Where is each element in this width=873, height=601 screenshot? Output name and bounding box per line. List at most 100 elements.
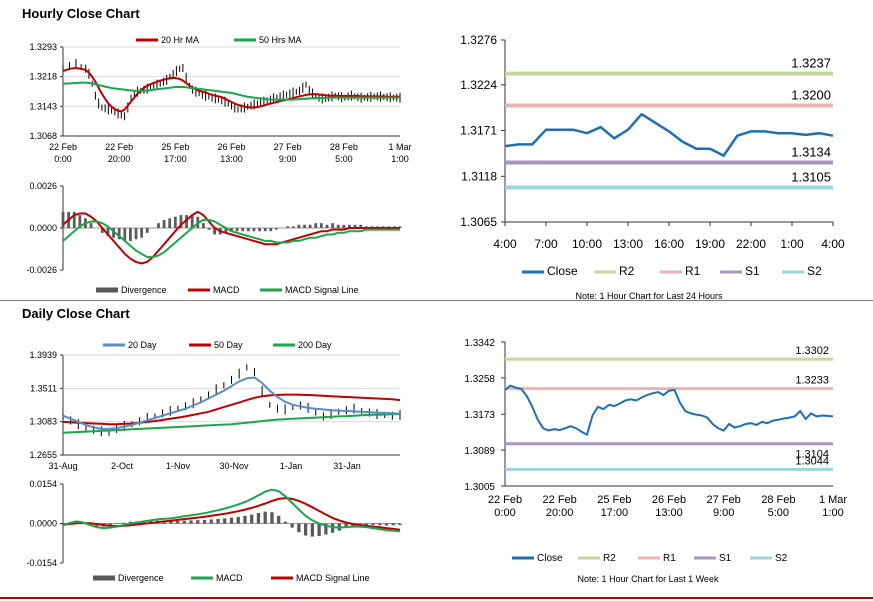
hourly-macd-legend-label: Divergence (121, 285, 167, 295)
hourly-levels-legend-label: S1 (745, 264, 760, 278)
daily-macd-divergence-bar (216, 518, 220, 524)
hourly-price-xtick-label: 20:00 (108, 154, 131, 164)
hourly-price-ytick-label: 1.3143 (29, 101, 57, 111)
hourly-price-ytick-label: 1.3218 (29, 72, 57, 82)
daily-levels-xtick-label: 25 Feb (597, 494, 631, 506)
daily-price-ytick-label: 1.2655 (29, 450, 57, 460)
hourly-macd-ytick-label: -0.0026 (26, 265, 57, 275)
hourly-close-line (504, 112, 834, 158)
daily-macd-divergence-bar (229, 517, 234, 524)
hourly-price-xtick-label: 0:00 (54, 154, 72, 164)
hourly-levels-xtick-label: 4:00 (821, 237, 845, 251)
daily-price-xtick-label: 31-Jan (333, 461, 361, 471)
daily-macd-divergence-bar (310, 523, 315, 537)
daily-levels-xtick-label: 5:00 (768, 507, 789, 519)
hourly-levels-ytick-label: 1.3118 (461, 169, 497, 183)
hourly-macd-divergence-bar (168, 218, 172, 228)
daily-macd-divergence-bar (236, 516, 240, 524)
daily-close-line (504, 384, 834, 437)
hourly-levels-xtick-label: 1:00 (780, 237, 804, 251)
hourly-macd-divergence-bar (241, 228, 245, 232)
hourly-levels-legend-label: R1 (685, 264, 701, 278)
daily-level-s2-label: 1.3044 (795, 455, 829, 467)
daily-levels-xtick-label: 22 Feb (488, 494, 522, 506)
daily-macd-divergence-bar (371, 523, 375, 526)
daily-macd-divergence-bar (270, 512, 274, 524)
daily-levels-legend-label: R2 (603, 553, 616, 564)
hourly-price-xtick-label: 28 Feb (330, 142, 358, 152)
daily-levels-xtick-label: 9:00 (713, 507, 734, 519)
hourly-macd-line (62, 210, 400, 265)
daily-level-r1-label: 1.3233 (795, 375, 829, 387)
daily-level-r2-label: 1.3302 (795, 345, 829, 357)
daily-levels-xtick-label: 22 Feb (543, 494, 577, 506)
hourly-macd-divergence-bar (353, 224, 357, 228)
daily-macd-divergence-bar (95, 523, 99, 527)
daily-section-title: Daily Close Chart (22, 306, 130, 321)
daily-price-ytick-label: 1.3939 (29, 350, 57, 360)
hourly-macd-divergence-bar (269, 228, 273, 232)
hourly-price-legend-label: 20 Hr MA (161, 35, 199, 45)
daily-price-legend-label: 50 Day (214, 340, 243, 350)
daily-levels-legend-label: S2 (775, 553, 788, 564)
hourly-macd-signal-line (62, 218, 400, 259)
daily-macd-divergence-bar (324, 523, 328, 535)
hourly-levels-legend-label: R2 (619, 264, 635, 278)
hourly-levels-ytick-label: 1.3171 (460, 124, 497, 138)
hourly-macd-divergence-bar (185, 215, 188, 228)
hourly-price-xtick-label: 22 Feb (49, 142, 77, 152)
hourly-macd-divergence-bar (246, 228, 250, 232)
hourly-macd-divergence-bar (173, 216, 177, 228)
hourly-50hr-ma-line (62, 81, 400, 101)
hourly-macd-divergence-bar (291, 226, 295, 228)
daily-price-xtick-label: 1-Jan (280, 461, 303, 471)
hourly-price-ytick-label: 1.3293 (29, 42, 57, 52)
hourly-macd-divergence-bar (106, 228, 110, 237)
daily-levels-legend-label: R1 (663, 553, 676, 564)
hourly-macd-divergence-bar (112, 228, 115, 238)
daily-macd-line (62, 488, 401, 533)
hourly-price-xtick-label: 22 Feb (105, 142, 133, 152)
daily-levels-ytick-label: 1.3089 (464, 446, 495, 457)
daily-level-s1-label: 1.3104 (795, 449, 829, 461)
daily-levels-xtick-label: 26 Feb (652, 494, 686, 506)
daily-levels-xtick-label: 1:00 (822, 507, 843, 519)
daily-macd-divergence-bar (256, 512, 261, 524)
hourly-levels-ytick-label: 1.3224 (460, 78, 497, 92)
daily-macd-divergence-bar (175, 520, 180, 524)
hourly-macd-divergence-bar (348, 224, 351, 228)
hourly-macd-divergence-bar (314, 223, 318, 228)
hourly-levels-xtick-label: 16:00 (654, 237, 684, 251)
daily-levels-xtick-label: 28 Feb (761, 494, 795, 506)
hourly-levels-xtick-label: 22:00 (736, 237, 766, 251)
daily-macd-divergence-bar (202, 519, 207, 524)
daily-price-xtick-label: 31-Aug (48, 461, 77, 471)
daily-levels-ytick-label: 1.3173 (464, 410, 495, 421)
hourly-price-xtick-label: 1:00 (391, 154, 409, 164)
daily-price-legend-label: 20 Day (128, 340, 157, 350)
hourly-macd-divergence-bar (224, 228, 228, 233)
hourly-price-xtick-label: 13:00 (220, 154, 243, 164)
hourly-levels-legend-label: S2 (807, 264, 822, 278)
daily-levels-xtick-label: 17:00 (601, 507, 629, 519)
hourly-macd-divergence-bar (123, 228, 127, 241)
hourly-macd-divergence-bar (72, 211, 76, 228)
daily-macd-divergence-bar (290, 523, 294, 528)
hourly-macd-divergence-bar (117, 228, 121, 240)
daily-macd-divergence-bar (189, 520, 193, 524)
hourly-macd-divergence-bar (297, 224, 301, 228)
daily-macd-ytick-label: 0.0000 (29, 519, 57, 529)
hourly-20hr-ma-line (62, 66, 400, 113)
hourly-macd-divergence-bar (134, 228, 138, 240)
hourly-price-xtick-label: 26 Feb (217, 142, 245, 152)
daily-macd-signal-line (62, 497, 401, 531)
hourly-macd-divergence-bar (78, 215, 82, 228)
hourly-level-s2-label: 1.3105 (791, 169, 831, 184)
hourly-macd-divergence-bar (162, 219, 166, 228)
hourly-macd-divergence-bar (286, 226, 290, 228)
hourly-price-xtick-label: 27 Feb (274, 142, 302, 152)
daily-20day-line (62, 376, 401, 430)
daily-macd-divergence-bar (250, 514, 254, 524)
daily-macd-divergence-bar (223, 518, 227, 524)
